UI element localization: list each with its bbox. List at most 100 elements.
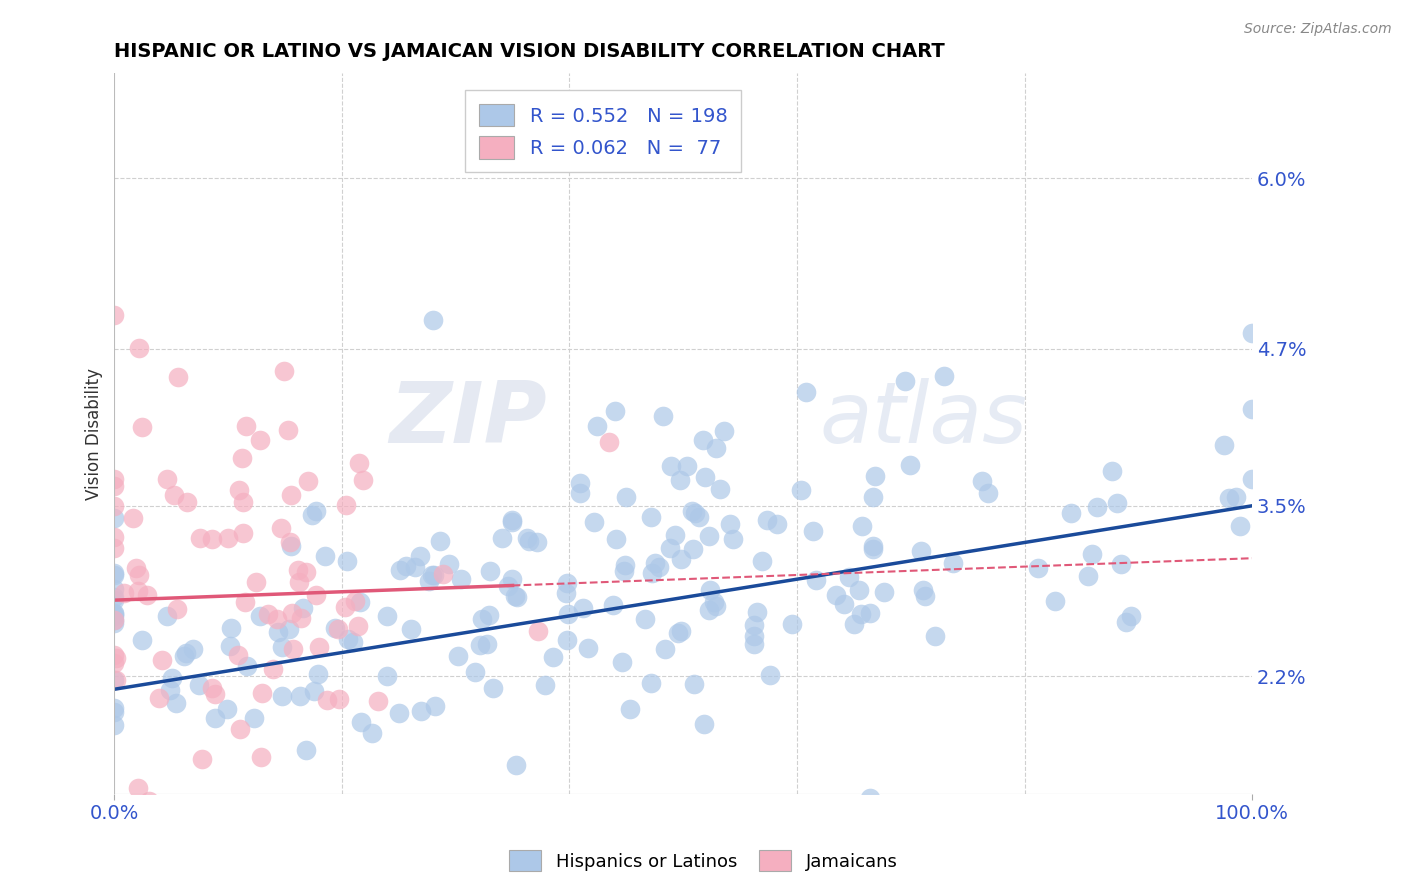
Point bbox=[1060, 506, 1083, 520]
Point bbox=[972, 474, 994, 488]
Point bbox=[103, 541, 125, 555]
Text: Source: ZipAtlas.com: Source: ZipAtlas.com bbox=[1244, 22, 1392, 37]
Point bbox=[271, 689, 294, 703]
Point bbox=[277, 423, 299, 437]
Point bbox=[404, 559, 426, 574]
Point bbox=[554, 586, 576, 600]
Point bbox=[252, 686, 274, 700]
Point bbox=[1043, 593, 1066, 607]
Point bbox=[349, 594, 371, 608]
Text: ZIP: ZIP bbox=[389, 378, 547, 461]
Point bbox=[582, 515, 605, 529]
Point bbox=[838, 569, 860, 583]
Point bbox=[122, 510, 145, 524]
Legend: R = 0.552   N = 198, R = 0.062   N =  77: R = 0.552 N = 198, R = 0.062 N = 77 bbox=[465, 90, 741, 172]
Point bbox=[418, 574, 440, 589]
Point bbox=[337, 632, 360, 647]
Point bbox=[1085, 500, 1108, 515]
Point bbox=[347, 619, 370, 633]
Point bbox=[328, 622, 350, 636]
Point bbox=[280, 606, 302, 620]
Point bbox=[1109, 558, 1132, 572]
Point bbox=[103, 511, 125, 525]
Point bbox=[479, 564, 502, 578]
Point bbox=[307, 667, 329, 681]
Point bbox=[914, 589, 936, 603]
Point bbox=[233, 595, 256, 609]
Point bbox=[704, 599, 727, 614]
Point bbox=[742, 629, 765, 643]
Point bbox=[481, 681, 503, 695]
Point bbox=[664, 528, 686, 542]
Point bbox=[644, 556, 666, 570]
Point bbox=[103, 609, 125, 624]
Point bbox=[232, 526, 254, 541]
Point bbox=[569, 486, 592, 500]
Point bbox=[501, 513, 523, 527]
Point bbox=[103, 717, 125, 731]
Point bbox=[131, 420, 153, 434]
Point bbox=[349, 456, 371, 470]
Point bbox=[464, 665, 486, 679]
Point bbox=[215, 702, 238, 716]
Point bbox=[569, 475, 592, 490]
Point bbox=[103, 568, 125, 582]
Point bbox=[534, 678, 557, 692]
Point bbox=[270, 521, 292, 535]
Point bbox=[873, 584, 896, 599]
Point bbox=[103, 590, 125, 604]
Point bbox=[159, 682, 181, 697]
Point bbox=[614, 491, 637, 505]
Point bbox=[335, 599, 357, 614]
Point bbox=[942, 556, 965, 570]
Point bbox=[585, 418, 607, 433]
Point bbox=[290, 611, 312, 625]
Point bbox=[423, 568, 446, 582]
Point bbox=[305, 503, 328, 517]
Point bbox=[682, 541, 704, 556]
Point bbox=[127, 584, 149, 599]
Point bbox=[103, 582, 125, 596]
Point bbox=[243, 711, 266, 725]
Point bbox=[128, 341, 150, 355]
Point bbox=[862, 539, 884, 553]
Point bbox=[576, 640, 599, 655]
Point bbox=[335, 554, 357, 568]
Point bbox=[832, 597, 855, 611]
Point bbox=[112, 586, 135, 600]
Point bbox=[249, 750, 271, 764]
Point bbox=[790, 483, 813, 497]
Point bbox=[605, 403, 627, 417]
Point bbox=[245, 574, 267, 589]
Point bbox=[167, 370, 190, 384]
Point bbox=[503, 589, 526, 603]
Point bbox=[682, 676, 704, 690]
Point bbox=[375, 609, 398, 624]
Point bbox=[862, 490, 884, 504]
Point bbox=[447, 648, 470, 663]
Point bbox=[851, 519, 873, 533]
Point bbox=[183, 641, 205, 656]
Point bbox=[226, 648, 249, 663]
Point bbox=[103, 613, 125, 627]
Point bbox=[911, 582, 934, 597]
Point bbox=[721, 533, 744, 547]
Point bbox=[308, 640, 330, 655]
Point bbox=[598, 434, 620, 449]
Point bbox=[506, 590, 529, 604]
Point bbox=[848, 583, 870, 598]
Point bbox=[335, 499, 357, 513]
Point bbox=[249, 433, 271, 447]
Point bbox=[688, 510, 710, 524]
Point bbox=[103, 566, 125, 580]
Point bbox=[294, 742, 316, 756]
Point bbox=[602, 598, 624, 612]
Point bbox=[501, 515, 523, 529]
Point bbox=[683, 507, 706, 521]
Point bbox=[794, 384, 817, 399]
Point bbox=[174, 646, 197, 660]
Point bbox=[176, 494, 198, 508]
Point bbox=[859, 606, 882, 620]
Point bbox=[641, 566, 664, 581]
Point bbox=[367, 694, 389, 708]
